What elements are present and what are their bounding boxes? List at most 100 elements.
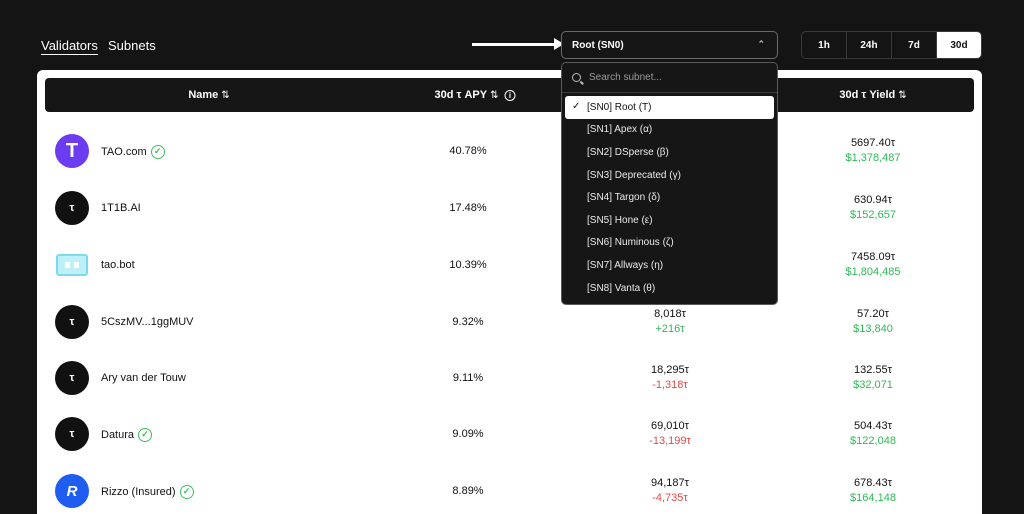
avatar: R bbox=[55, 474, 89, 508]
period-24h-button[interactable]: 24h bbox=[847, 32, 892, 58]
subnet-option-label: [SN7] Allways (η) bbox=[587, 259, 664, 271]
apy-value: 40.78% bbox=[449, 145, 487, 157]
tab-subnets[interactable]: Subnets bbox=[108, 38, 156, 53]
yield-usd: $1,378,487 bbox=[845, 152, 901, 164]
subnet-option-sn5[interactable]: [SN5] Hone (ε) bbox=[565, 209, 774, 232]
avatar: τ bbox=[55, 361, 89, 395]
validator-name[interactable]: 1T1B.AI bbox=[101, 202, 141, 214]
apy-value: 10.39% bbox=[449, 259, 487, 271]
column-header-yield[interactable]: 30d τ Yield ⇅ bbox=[839, 89, 907, 101]
apy-value: 9.32% bbox=[452, 316, 484, 328]
yield-usd: $164,148 bbox=[850, 492, 896, 504]
table-row[interactable]: R Rizzo (Insured) ✓ 8.89% 94,187τ -4,735τ … bbox=[37, 464, 982, 514]
table-row[interactable]: τ Ary van der Touw 9.11% 18,295τ -1,318τ … bbox=[37, 351, 982, 407]
table-row[interactable]: tao.bot 10.39% 7458.09τ $1,804,485 bbox=[37, 238, 982, 294]
avatar: T bbox=[55, 134, 89, 168]
verified-check-icon: ✓ bbox=[179, 485, 194, 499]
yield-tao: 678.43τ bbox=[853, 477, 892, 489]
subnet-option-sn1[interactable]: [SN1] Apex (α) bbox=[565, 119, 774, 142]
apy-value: 8.89% bbox=[452, 485, 484, 497]
table-row[interactable]: τ 1T1B.AI 17.48% 630.94τ $152,657 bbox=[37, 181, 982, 237]
stake-cell: 69,010τ -13,199τ bbox=[649, 419, 691, 449]
yield-cell: 504.43τ $122,048 bbox=[850, 419, 896, 449]
validator-name[interactable]: TAO.com bbox=[101, 146, 147, 158]
period-7d-button[interactable]: 7d bbox=[892, 32, 937, 58]
stake-value: 8,018τ bbox=[654, 308, 686, 320]
verified-check-icon: ✓ bbox=[150, 145, 165, 159]
sort-arrows-icon: ⇅ bbox=[221, 90, 230, 101]
subnet-option-label: [SN2] DSperse (β) bbox=[587, 146, 669, 158]
avatar: τ bbox=[55, 191, 89, 225]
validators-table: Name ⇅ 30d τ APY ⇅ i 30d τ Yield ⇅ T TAO.com… bbox=[37, 70, 982, 514]
check-icon: ✓ bbox=[572, 101, 581, 112]
stake-change: -13,199τ bbox=[649, 435, 691, 447]
subnet-option-sn0[interactable]: ✓ [SN0] Root (T) bbox=[565, 96, 774, 119]
yield-tao: 5697.40τ bbox=[850, 137, 896, 149]
subnet-select-value: Root (SN0) bbox=[572, 40, 624, 51]
yield-usd: $122,048 bbox=[850, 435, 896, 447]
pointer-arrow-icon bbox=[472, 38, 564, 50]
period-30d-button[interactable]: 30d bbox=[937, 32, 981, 58]
yield-cell: 7458.09τ $1,804,485 bbox=[845, 250, 900, 280]
subnet-select[interactable]: Root (SN0) ⌃ bbox=[561, 31, 778, 59]
subnet-dropdown: ✓ [SN0] Root (T) [SN1] Apex (α) [SN2] DSp… bbox=[561, 62, 778, 305]
subnet-option-label: [SN8] Vanta (θ) bbox=[587, 282, 656, 294]
search-icon bbox=[572, 73, 581, 82]
period-1h-button[interactable]: 1h bbox=[802, 32, 847, 58]
subnet-option-label: [SN3] Deprecated (γ) bbox=[587, 169, 681, 181]
stake-value: 69,010τ bbox=[651, 420, 689, 432]
yield-usd: $32,071 bbox=[853, 379, 893, 391]
tab-validators[interactable]: Validators bbox=[41, 38, 98, 55]
stake-value: 94,187τ bbox=[651, 477, 689, 489]
yield-cell: 678.43τ $164,148 bbox=[850, 476, 896, 506]
yield-tao: 504.43τ bbox=[853, 420, 892, 432]
robot-icon bbox=[56, 254, 88, 276]
column-header-apy[interactable]: 30d τ APY ⇅ i bbox=[435, 89, 516, 101]
table-header: Name ⇅ 30d τ APY ⇅ i 30d τ Yield ⇅ bbox=[45, 78, 974, 112]
avatar: τ bbox=[55, 305, 89, 339]
validator-name[interactable]: Ary van der Touw bbox=[101, 372, 186, 384]
yield-usd: $152,657 bbox=[850, 209, 896, 221]
apy-value: 17.48% bbox=[449, 202, 487, 214]
subnet-option-label: [SN5] Hone (ε) bbox=[587, 214, 653, 226]
validator-name[interactable]: Rizzo (Insured) bbox=[101, 486, 176, 498]
yield-usd: $1,804,485 bbox=[845, 266, 901, 278]
subnet-option-label: [SN0] Root (T) bbox=[587, 101, 652, 113]
yield-cell: 57.20τ $13,840 bbox=[853, 307, 893, 337]
subnet-option-label: [SN6] Numinous (ζ) bbox=[587, 237, 674, 249]
apy-value: 9.09% bbox=[452, 428, 484, 440]
subnet-option-sn2[interactable]: [SN2] DSperse (β) bbox=[565, 141, 774, 164]
subnet-option-sn7[interactable]: [SN7] Allways (η) bbox=[565, 254, 774, 277]
yield-tao: 630.94τ bbox=[853, 194, 892, 206]
yield-cell: 5697.40τ $1,378,487 bbox=[845, 136, 900, 166]
period-toggle: 1h 24h 7d 30d bbox=[801, 31, 982, 59]
yield-usd: $13,840 bbox=[853, 323, 893, 335]
yield-tao: 7458.09τ bbox=[850, 251, 896, 263]
stake-cell: 94,187τ -4,735τ bbox=[651, 476, 689, 506]
stake-cell: 8,018τ +216τ bbox=[654, 307, 686, 337]
sort-arrows-icon: ⇅ bbox=[898, 90, 907, 101]
yield-cell: 630.94τ $152,657 bbox=[850, 193, 896, 223]
validator-name[interactable]: Datura bbox=[101, 429, 135, 441]
validator-name[interactable]: 5CszMV...1ggMUV bbox=[101, 316, 194, 328]
table-row[interactable]: τ 5CszMV...1ggMUV 9.32% 8,018τ +216τ 57.2… bbox=[37, 295, 982, 351]
subnet-option-label: [SN1] Apex (α) bbox=[587, 124, 653, 136]
avatar: τ bbox=[55, 417, 89, 451]
subnet-option-sn3[interactable]: [SN3] Deprecated (γ) bbox=[565, 164, 774, 187]
subnet-option-label: [SN4] Targon (δ) bbox=[587, 192, 661, 204]
column-header-name[interactable]: Name ⇅ bbox=[188, 89, 230, 101]
info-icon[interactable]: i bbox=[504, 90, 516, 101]
stake-change: +216τ bbox=[655, 323, 685, 335]
table-row[interactable]: T TAO.com ✓ 40.78% 5697.40τ $1,378,487 bbox=[37, 124, 982, 180]
stake-change: -4,735τ bbox=[652, 492, 688, 504]
subnet-search bbox=[562, 63, 777, 93]
subnet-search-input[interactable] bbox=[589, 72, 769, 83]
validator-name[interactable]: tao.bot bbox=[101, 259, 135, 271]
subnet-option-sn4[interactable]: [SN4] Targon (δ) bbox=[565, 186, 774, 209]
subnet-option-sn8[interactable]: [SN8] Vanta (θ) bbox=[565, 277, 774, 300]
avatar bbox=[55, 248, 89, 282]
yield-tao: 132.55τ bbox=[853, 364, 892, 376]
top-bar: Validators Subnets Root (SN0) ⌃ 1h 24h 7… bbox=[0, 0, 1024, 70]
subnet-option-sn6[interactable]: [SN6] Numinous (ζ) bbox=[565, 232, 774, 255]
table-row[interactable]: τ Datura ✓ 9.09% 69,010τ -13,199τ 504.43τ $… bbox=[37, 407, 982, 463]
